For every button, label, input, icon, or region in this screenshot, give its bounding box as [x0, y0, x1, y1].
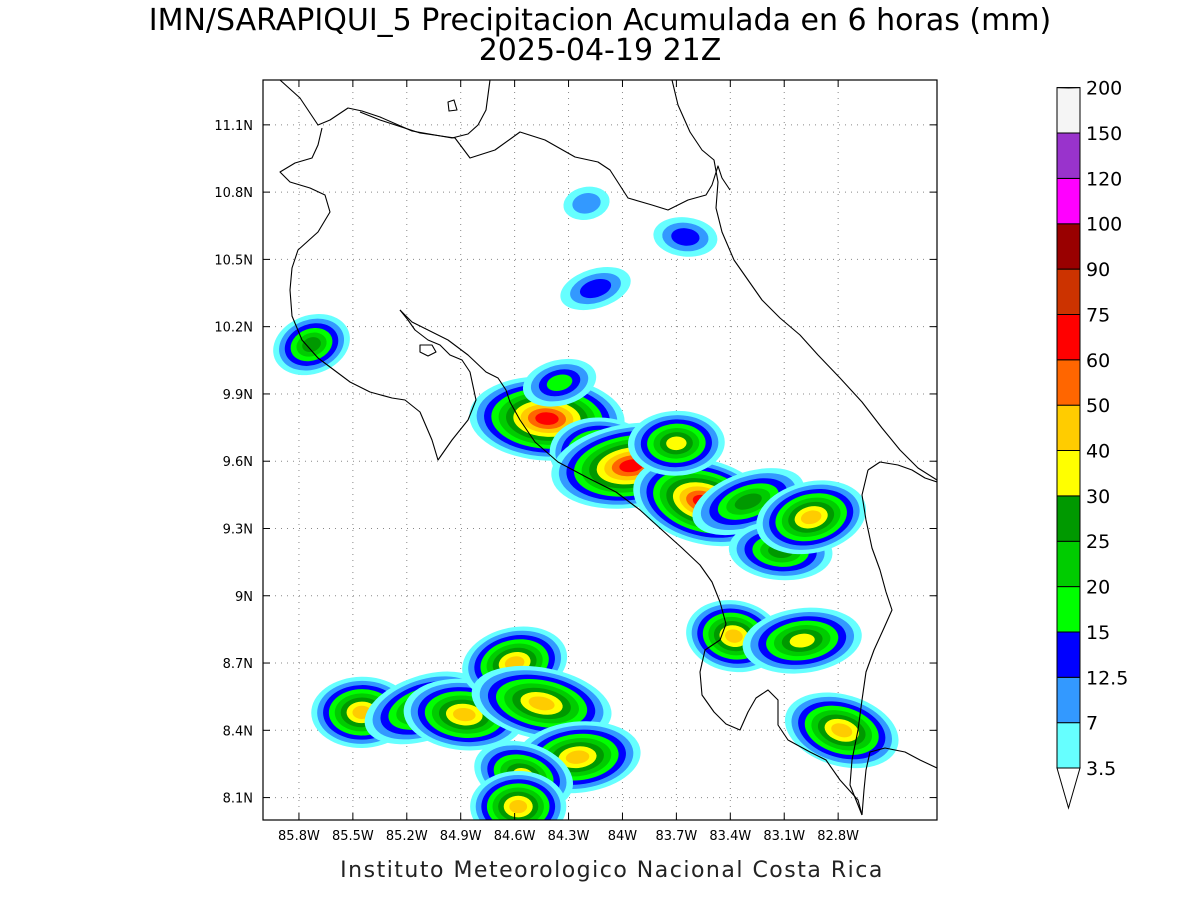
precip-cell	[522, 358, 597, 407]
caribbean-coastline	[671, 80, 937, 481]
colorbar-band	[1056, 313, 1081, 361]
chart-title: IMN/SARAPIQUI_5 Precipitacion Acumulada …	[149, 3, 1051, 38]
colorbar-band	[1056, 586, 1081, 633]
lon-tick-label: 83.4W	[709, 829, 751, 844]
gulf-of-nicoya-shore	[399, 309, 863, 816]
precip-band	[734, 493, 762, 510]
colorbar-label: 90	[1086, 259, 1110, 281]
chart-subtitle-datetime: 2025-04-19 21Z	[479, 33, 722, 68]
lat-tick-label: 9.6N	[223, 455, 253, 470]
colorbar-band	[1056, 223, 1081, 270]
precipitation-field	[273, 186, 899, 820]
colorbar-band	[1056, 132, 1081, 179]
lat-tick-label: 10.2N	[214, 321, 253, 336]
colorbar-label: 150	[1086, 123, 1122, 145]
colorbar-label: 60	[1086, 350, 1110, 372]
coastline-borders	[279, 80, 937, 816]
precip-band	[800, 510, 822, 525]
colorbar-label: 75	[1086, 304, 1110, 326]
lon-tick-label: 82.8W	[817, 829, 859, 844]
costa-rica-panama-border	[861, 747, 937, 816]
colorbar-label: 7	[1086, 713, 1098, 735]
colorbar-label: 3.5	[1086, 758, 1116, 780]
precip-cell	[628, 410, 725, 476]
precip-band	[546, 374, 573, 392]
guanacaste-coastline	[279, 127, 477, 461]
colorbar-lower-triangle	[1056, 767, 1081, 810]
footer-credit: Instituto Meteorologico Nacional Costa R…	[340, 858, 884, 883]
lat-tick-label: 8.7N	[223, 657, 253, 672]
precip-band	[528, 696, 555, 711]
lat-tick-label: 9.3N	[223, 522, 253, 537]
map-frame	[262, 79, 938, 821]
lon-tick-label: 84.9W	[440, 829, 482, 844]
colorbar-band	[1056, 87, 1081, 134]
precip-cell	[653, 217, 718, 257]
colorbar-label: 30	[1086, 486, 1110, 508]
precip-band	[509, 799, 528, 814]
island-outline-north	[447, 99, 458, 112]
lat-tick-label: 10.8N	[214, 186, 253, 201]
precip-band	[725, 629, 743, 643]
colorbar-label: 25	[1086, 531, 1110, 553]
precip-band	[453, 707, 476, 722]
colorbar-band	[1056, 177, 1081, 225]
lat-tick-label: 11.1N	[214, 119, 253, 134]
colorbar-band	[1056, 359, 1081, 406]
island-outline	[419, 344, 437, 357]
panama-border-north	[849, 461, 937, 816]
precip-band	[565, 750, 590, 764]
colorbar-band	[1056, 268, 1081, 316]
precip-band	[579, 278, 612, 299]
lon-tick-label: 85.5W	[332, 829, 374, 844]
colorbar-label: 12.5	[1086, 667, 1128, 689]
precip-band	[789, 633, 815, 648]
lon-tick-label: 85.2W	[386, 829, 428, 844]
precip-cell	[470, 770, 567, 820]
nicaragua-costa-rica-border	[359, 111, 731, 211]
precip-band	[572, 193, 601, 214]
colorbar-label: 20	[1086, 577, 1110, 599]
precip-cell	[784, 692, 899, 769]
colorbar-label: 50	[1086, 395, 1110, 417]
precip-band	[671, 228, 700, 246]
lat-tick-label: 8.1N	[223, 792, 253, 807]
precip-cell	[756, 480, 867, 555]
colorbar-band	[1056, 495, 1081, 542]
colorbar-band	[1056, 404, 1081, 452]
precip-band	[302, 337, 321, 353]
lon-tick-label: 84.6W	[494, 829, 536, 844]
colorbar-label: 100	[1086, 214, 1122, 236]
precip-cell	[563, 186, 610, 221]
colorbar-label: 40	[1086, 441, 1110, 463]
lat-tick-label: 8.4N	[223, 724, 253, 739]
colorbar-band	[1056, 540, 1081, 588]
precip-cell	[742, 607, 862, 674]
lake-nicaragua-shore	[279, 80, 491, 139]
precip-band	[535, 412, 559, 425]
colorbar-band	[1056, 450, 1081, 497]
colorbar-band	[1056, 631, 1081, 678]
colorbar-label: 120	[1086, 168, 1122, 190]
lat-tick-label: 9N	[235, 590, 253, 605]
colorbar-band	[1056, 676, 1081, 724]
colorbar-label: 200	[1086, 78, 1122, 100]
precip-band	[666, 436, 687, 451]
precip-cell	[560, 267, 631, 311]
lat-tick-label: 9.9N	[223, 388, 253, 403]
lon-tick-label: 85.8W	[278, 829, 320, 844]
colorbar-label: 15	[1086, 622, 1110, 644]
lon-tick-label: 83.1W	[763, 829, 805, 844]
lon-tick-label: 84W	[608, 829, 638, 844]
lon-tick-label: 84.3W	[548, 829, 590, 844]
lat-tick-label: 10.5N	[214, 253, 253, 268]
colorbar: 3.5 7 12.5 15 20 25 30 40 50 60 75 90 100 120 150 200	[1056, 78, 1128, 810]
map-axes: 11.1N 10.8N 10.5N 10.2N 9.9N 9.6N 9.3N 9N 8.7N 8.…	[214, 80, 937, 844]
precip-band	[831, 723, 853, 738]
lon-tick-label: 83.7W	[655, 829, 697, 844]
colorbar-band	[1056, 722, 1081, 769]
precip-cell	[273, 314, 350, 376]
